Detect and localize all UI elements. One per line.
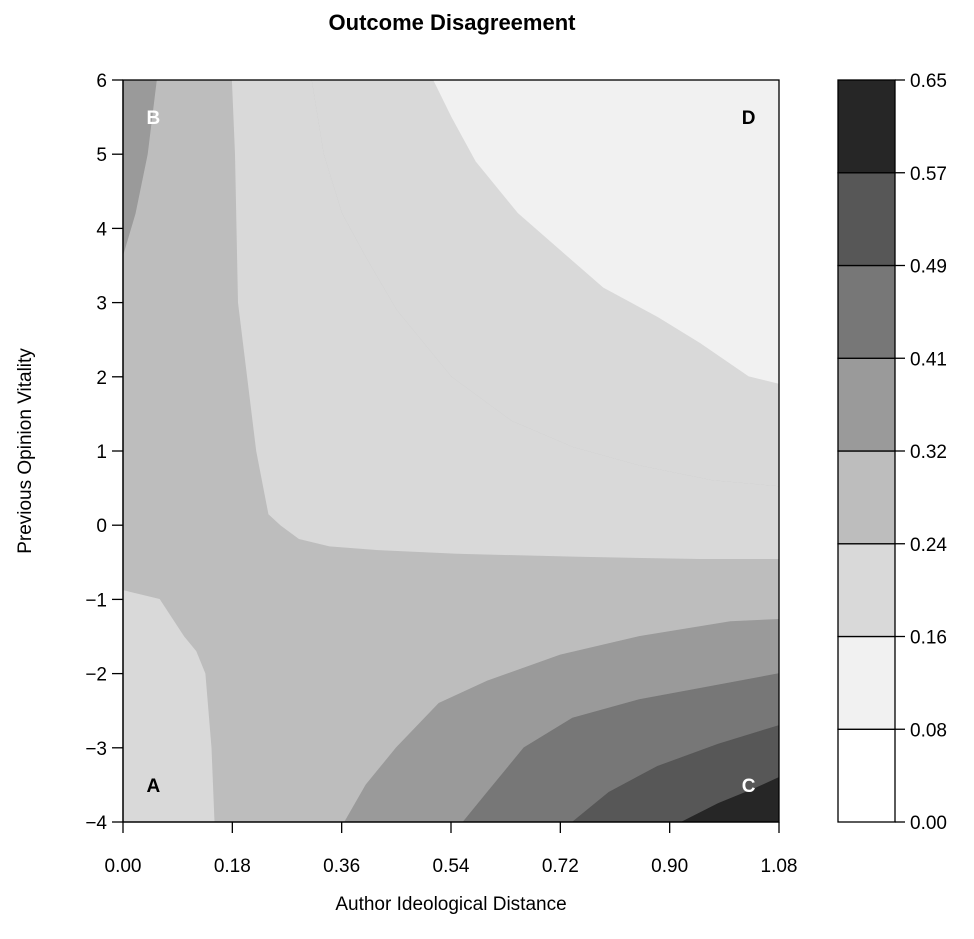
x-tick-label: 0.72 (542, 856, 579, 877)
legend-label: 0.24 (910, 535, 947, 556)
y-tick-label: 3 (96, 294, 107, 315)
legend-label: 0.00 (910, 813, 947, 834)
y-tick-label: −2 (85, 665, 107, 686)
x-tick-label: 0.00 (105, 856, 142, 877)
legend-label: 0.08 (910, 720, 947, 741)
legend-swatch (838, 173, 895, 266)
y-tick-label: −4 (85, 813, 107, 834)
legend-label: 0.49 (910, 257, 947, 278)
y-tick-label: −3 (85, 739, 107, 760)
chart-title: Outcome Disagreement (329, 10, 577, 35)
legend-label: 0.65 (910, 71, 947, 92)
x-axis: 0.00 0.18 0.36 0.54 0.72 0.90 1.08 (105, 822, 798, 877)
corner-label-a: A (147, 776, 161, 797)
y-tick-label: 1 (96, 442, 107, 463)
legend-swatch (838, 544, 895, 637)
y-tick-label: 6 (96, 71, 107, 92)
legend-swatch (838, 451, 895, 544)
x-tick-label: 0.18 (214, 856, 251, 877)
legend-swatch (838, 729, 895, 822)
y-tick-label: 0 (96, 516, 107, 537)
legend-label: 0.57 (910, 164, 947, 185)
x-tick-label: 0.90 (651, 856, 688, 877)
y-tick-label: −1 (85, 590, 107, 611)
x-tick-label: 0.36 (323, 856, 360, 877)
legend-swatch (838, 358, 895, 451)
legend-label: 0.32 (910, 442, 947, 463)
legend-swatch (838, 266, 895, 359)
corner-label-d: D (742, 108, 756, 129)
y-tick-label: 4 (96, 219, 107, 240)
y-tick-label: 5 (96, 145, 107, 166)
legend-swatch (838, 80, 895, 173)
color-legend: 0.00 0.08 0.16 0.24 0.32 0.41 0.49 0.57 0.65 (838, 71, 947, 834)
legend-label: 0.16 (910, 628, 947, 649)
y-axis-label: Previous Opinion Vitality (15, 348, 36, 554)
corner-label-b: B (147, 108, 161, 129)
legend-label: 0.41 (910, 349, 947, 370)
x-tick-label: 0.54 (433, 856, 470, 877)
legend-swatch (838, 637, 895, 730)
contour-bands (123, 80, 779, 822)
x-tick-label: 1.08 (761, 856, 798, 877)
y-axis: −4 −3 −2 −1 0 1 2 3 4 5 6 (85, 71, 123, 834)
x-axis-label: Author Ideological Distance (335, 894, 566, 915)
y-tick-label: 2 (96, 368, 107, 389)
corner-label-c: C (742, 776, 756, 797)
